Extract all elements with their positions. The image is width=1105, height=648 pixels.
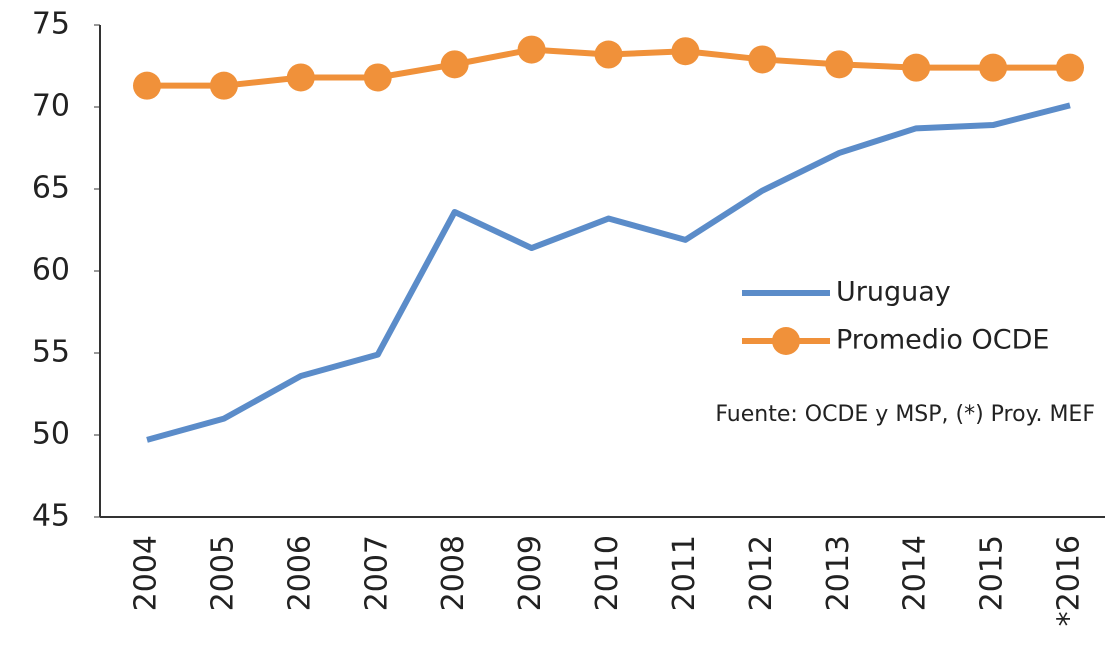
point bbox=[825, 50, 854, 79]
x-tick-label: 2004 bbox=[129, 535, 164, 611]
x-tick-label: 2006 bbox=[282, 535, 317, 611]
point bbox=[517, 35, 546, 64]
y-tick-label: 45 bbox=[32, 499, 70, 534]
point bbox=[209, 71, 238, 100]
y-tick-label: 65 bbox=[32, 171, 70, 206]
legend-label: Uruguay bbox=[836, 277, 951, 308]
x-tick-label: 2015 bbox=[975, 535, 1010, 611]
x-tick-label: 2014 bbox=[898, 535, 933, 611]
point bbox=[902, 53, 931, 82]
y-tick-label: 75 bbox=[32, 7, 70, 42]
x-tick-label: *2016 bbox=[1052, 535, 1087, 626]
x-tick-label: 2010 bbox=[590, 535, 625, 611]
y-tick-label: 70 bbox=[32, 89, 70, 124]
annotation: Fuente: OCDE y MSP, (*) Proy. MEF bbox=[715, 402, 1095, 427]
x-tick-label: 2011 bbox=[667, 535, 702, 611]
x-tick-label: 2012 bbox=[744, 535, 779, 611]
point bbox=[363, 63, 392, 92]
y-tick-label: 60 bbox=[32, 253, 70, 288]
point bbox=[594, 40, 623, 69]
x-tick-label: 2007 bbox=[359, 535, 394, 611]
legend-marker bbox=[772, 327, 800, 355]
point bbox=[1056, 53, 1084, 82]
point bbox=[133, 71, 161, 100]
legend-label: Promedio OCDE bbox=[836, 325, 1049, 356]
point bbox=[671, 37, 700, 66]
y-tick-label: 50 bbox=[32, 417, 70, 452]
point bbox=[979, 53, 1008, 82]
x-tick-label: 2013 bbox=[821, 535, 856, 611]
x-tick-label: 2009 bbox=[513, 535, 548, 611]
x-tick-label: 2005 bbox=[205, 535, 240, 611]
series-line bbox=[146, 102, 1071, 443]
x-tick-label: 2008 bbox=[436, 535, 471, 611]
point bbox=[440, 50, 469, 79]
y-tick-label: 55 bbox=[32, 335, 70, 370]
point bbox=[748, 45, 777, 74]
point bbox=[286, 63, 315, 92]
